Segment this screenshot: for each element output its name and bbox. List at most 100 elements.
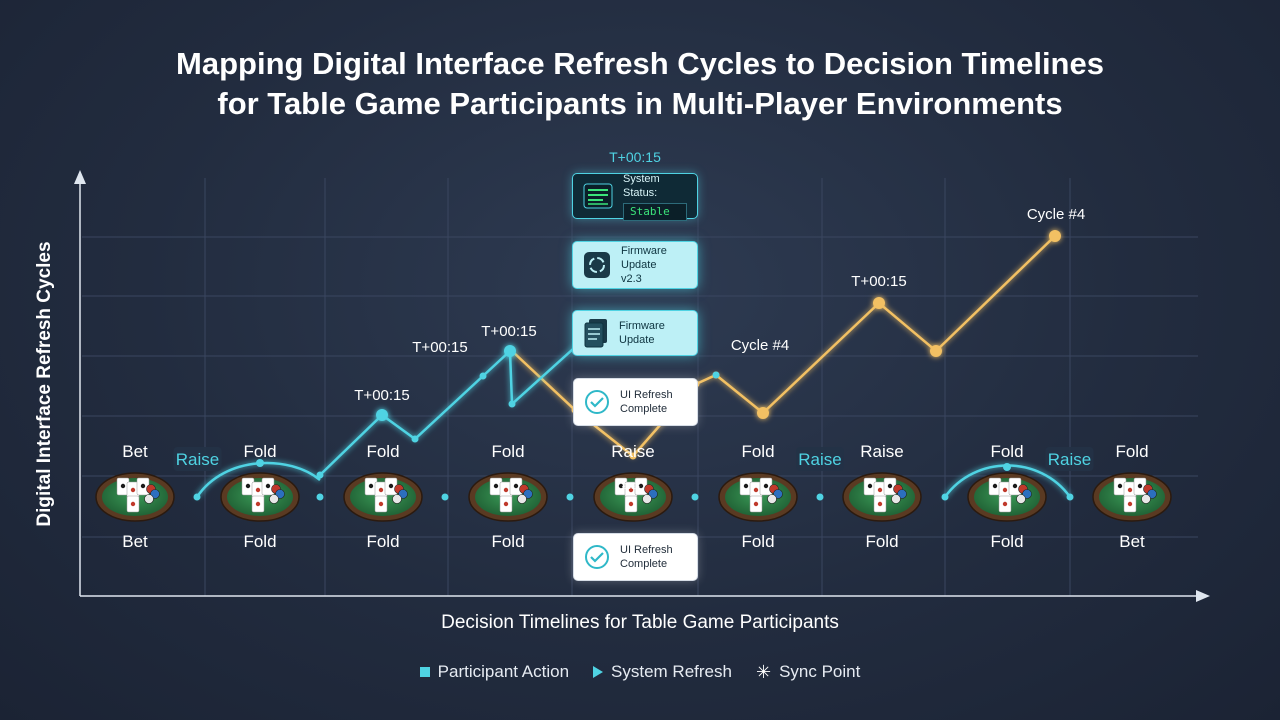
chip — [1016, 494, 1026, 504]
chip — [144, 494, 154, 504]
legend-label-participant-action: Participant Action — [437, 662, 570, 681]
legend-item-participant-action: Participant Action — [419, 662, 570, 682]
poker-table-1 — [220, 472, 300, 522]
action-label-bottom-1: Fold — [243, 532, 276, 551]
annotation-0: T+00:15 — [354, 387, 409, 404]
legend-item-sync-point: ✳ Sync Point — [756, 662, 860, 682]
card-suit — [378, 501, 384, 507]
ui-refresh-status-2: Complete — [620, 558, 668, 570]
chip — [269, 494, 279, 504]
card-suit — [1117, 483, 1123, 489]
series-amber-point-2 — [629, 452, 637, 460]
card-suit — [245, 483, 251, 489]
card-suit — [493, 483, 499, 489]
baseline-node-2 — [441, 493, 449, 501]
annotation-5: T+00:15 — [851, 273, 906, 290]
legend-label-sync-point: Sync Point — [779, 662, 861, 681]
check-circle-icon — [585, 390, 609, 414]
legend: Participant Action System Refresh ✳ Sync… — [0, 662, 1280, 682]
refresh-circle-icon — [584, 252, 610, 278]
card-suit — [1002, 501, 1008, 507]
y-axis-arrow — [74, 170, 86, 184]
check-circle-icon — [585, 545, 609, 569]
card-suit — [503, 501, 509, 507]
ui-refresh-label-2: UI Refresh — [620, 544, 673, 556]
table-badge: ££££ — [621, 482, 640, 491]
action-label-bottom-5: Fold — [741, 532, 774, 551]
action-label-top-4: Raise — [611, 442, 654, 461]
card-suit — [503, 487, 509, 493]
ui-refresh-label-1: UI Refresh — [620, 389, 673, 401]
star-icon: ✳ — [755, 662, 772, 682]
series-cyan-point-3 — [479, 372, 487, 380]
firmware-update-card-1: Firmware Update v2.3 — [572, 241, 698, 289]
system-status-value: Stable — [623, 202, 687, 221]
chip — [767, 494, 777, 504]
system-status-label: System Status: — [623, 172, 660, 199]
poker-table-7 — [967, 472, 1047, 522]
action-labels: Bet Bet Fold Fold Fold Fold Fold Fold Raise Fold F… — [122, 442, 1148, 551]
card-suit — [1137, 483, 1143, 489]
action-label-top-6: Raise — [860, 442, 903, 461]
arc-node-1 — [256, 459, 264, 467]
card-suit — [1002, 487, 1008, 493]
card-suit — [638, 483, 644, 489]
x-axis-label: Decision Timelines for Table Game Partic… — [441, 612, 839, 633]
poker-table-0 — [95, 472, 175, 522]
firmware-update-card-2: Firmware Update — [572, 310, 698, 356]
card-suit — [867, 483, 873, 489]
card-suit — [743, 483, 749, 489]
action-label-bottom-0: Bet — [122, 532, 148, 551]
card-suit — [628, 487, 634, 493]
poker-table-3 — [468, 472, 548, 522]
diagram-title: Mapping Digital Interface Refresh Cycles… — [0, 44, 1280, 124]
action-label-top-0: Bet — [122, 442, 148, 461]
card-suit — [763, 483, 769, 489]
title-line-2: for Table Game Participants in Multi-Pla… — [217, 86, 1063, 121]
raise-badge-bg — [1045, 447, 1094, 471]
raise-badge-label: Raise — [1048, 450, 1091, 469]
series-amber-point-6 — [873, 297, 885, 309]
raise-badge-2: Raise — [1045, 447, 1094, 471]
ui-refresh-status-1: Complete — [620, 403, 668, 415]
annotation-3: T+00:15 — [609, 149, 661, 165]
chip — [392, 494, 402, 504]
card-suit — [130, 501, 136, 507]
document-stack-icon — [584, 319, 607, 348]
raise-badge-bg — [173, 447, 222, 471]
poker-table-5 — [718, 472, 798, 522]
chip — [517, 494, 527, 504]
action-label-bottom-8: Bet — [1119, 532, 1145, 551]
action-label-top-8: Fold — [1115, 442, 1148, 461]
title-line-1: Mapping Digital Interface Refresh Cycles… — [176, 46, 1104, 81]
annotations: T+00:15 T+00:15 T+00:15 T+00:15 Cycle #4 T+00… — [354, 149, 1085, 404]
series-amber-point-8 — [1049, 230, 1061, 242]
card-suit — [130, 487, 136, 493]
chip — [1141, 494, 1151, 504]
action-label-top-5: Fold — [741, 442, 774, 461]
legend-item-system-refresh: System Refresh — [593, 662, 732, 682]
baseline-node-5 — [816, 493, 824, 501]
terminal-icon — [583, 183, 613, 209]
arc-node-2 — [1003, 463, 1011, 471]
annotation-6: Cycle #4 — [1027, 206, 1085, 223]
action-label-top-1: Fold — [243, 442, 276, 461]
firmware-update-label-1: Firmware Update — [621, 245, 667, 271]
action-label-bottom-2: Fold — [366, 532, 399, 551]
card-suit — [877, 501, 883, 507]
raise-badge-label: Raise — [176, 450, 219, 469]
card-suit — [265, 483, 271, 489]
chip — [642, 494, 652, 504]
card-suit — [255, 487, 261, 493]
series-amber-point-5 — [757, 407, 769, 419]
series-cyan-point-0 — [316, 471, 324, 479]
action-label-bottom-3: Fold — [491, 532, 524, 551]
action-label-top-3: Fold — [491, 442, 524, 461]
card-suit — [628, 501, 634, 507]
poker-table-6 — [842, 472, 922, 522]
raise-badge-label: Raise — [798, 450, 841, 469]
annotation-1: T+00:15 — [412, 339, 467, 356]
triangle-icon — [593, 666, 604, 678]
card-suit — [1127, 487, 1133, 493]
